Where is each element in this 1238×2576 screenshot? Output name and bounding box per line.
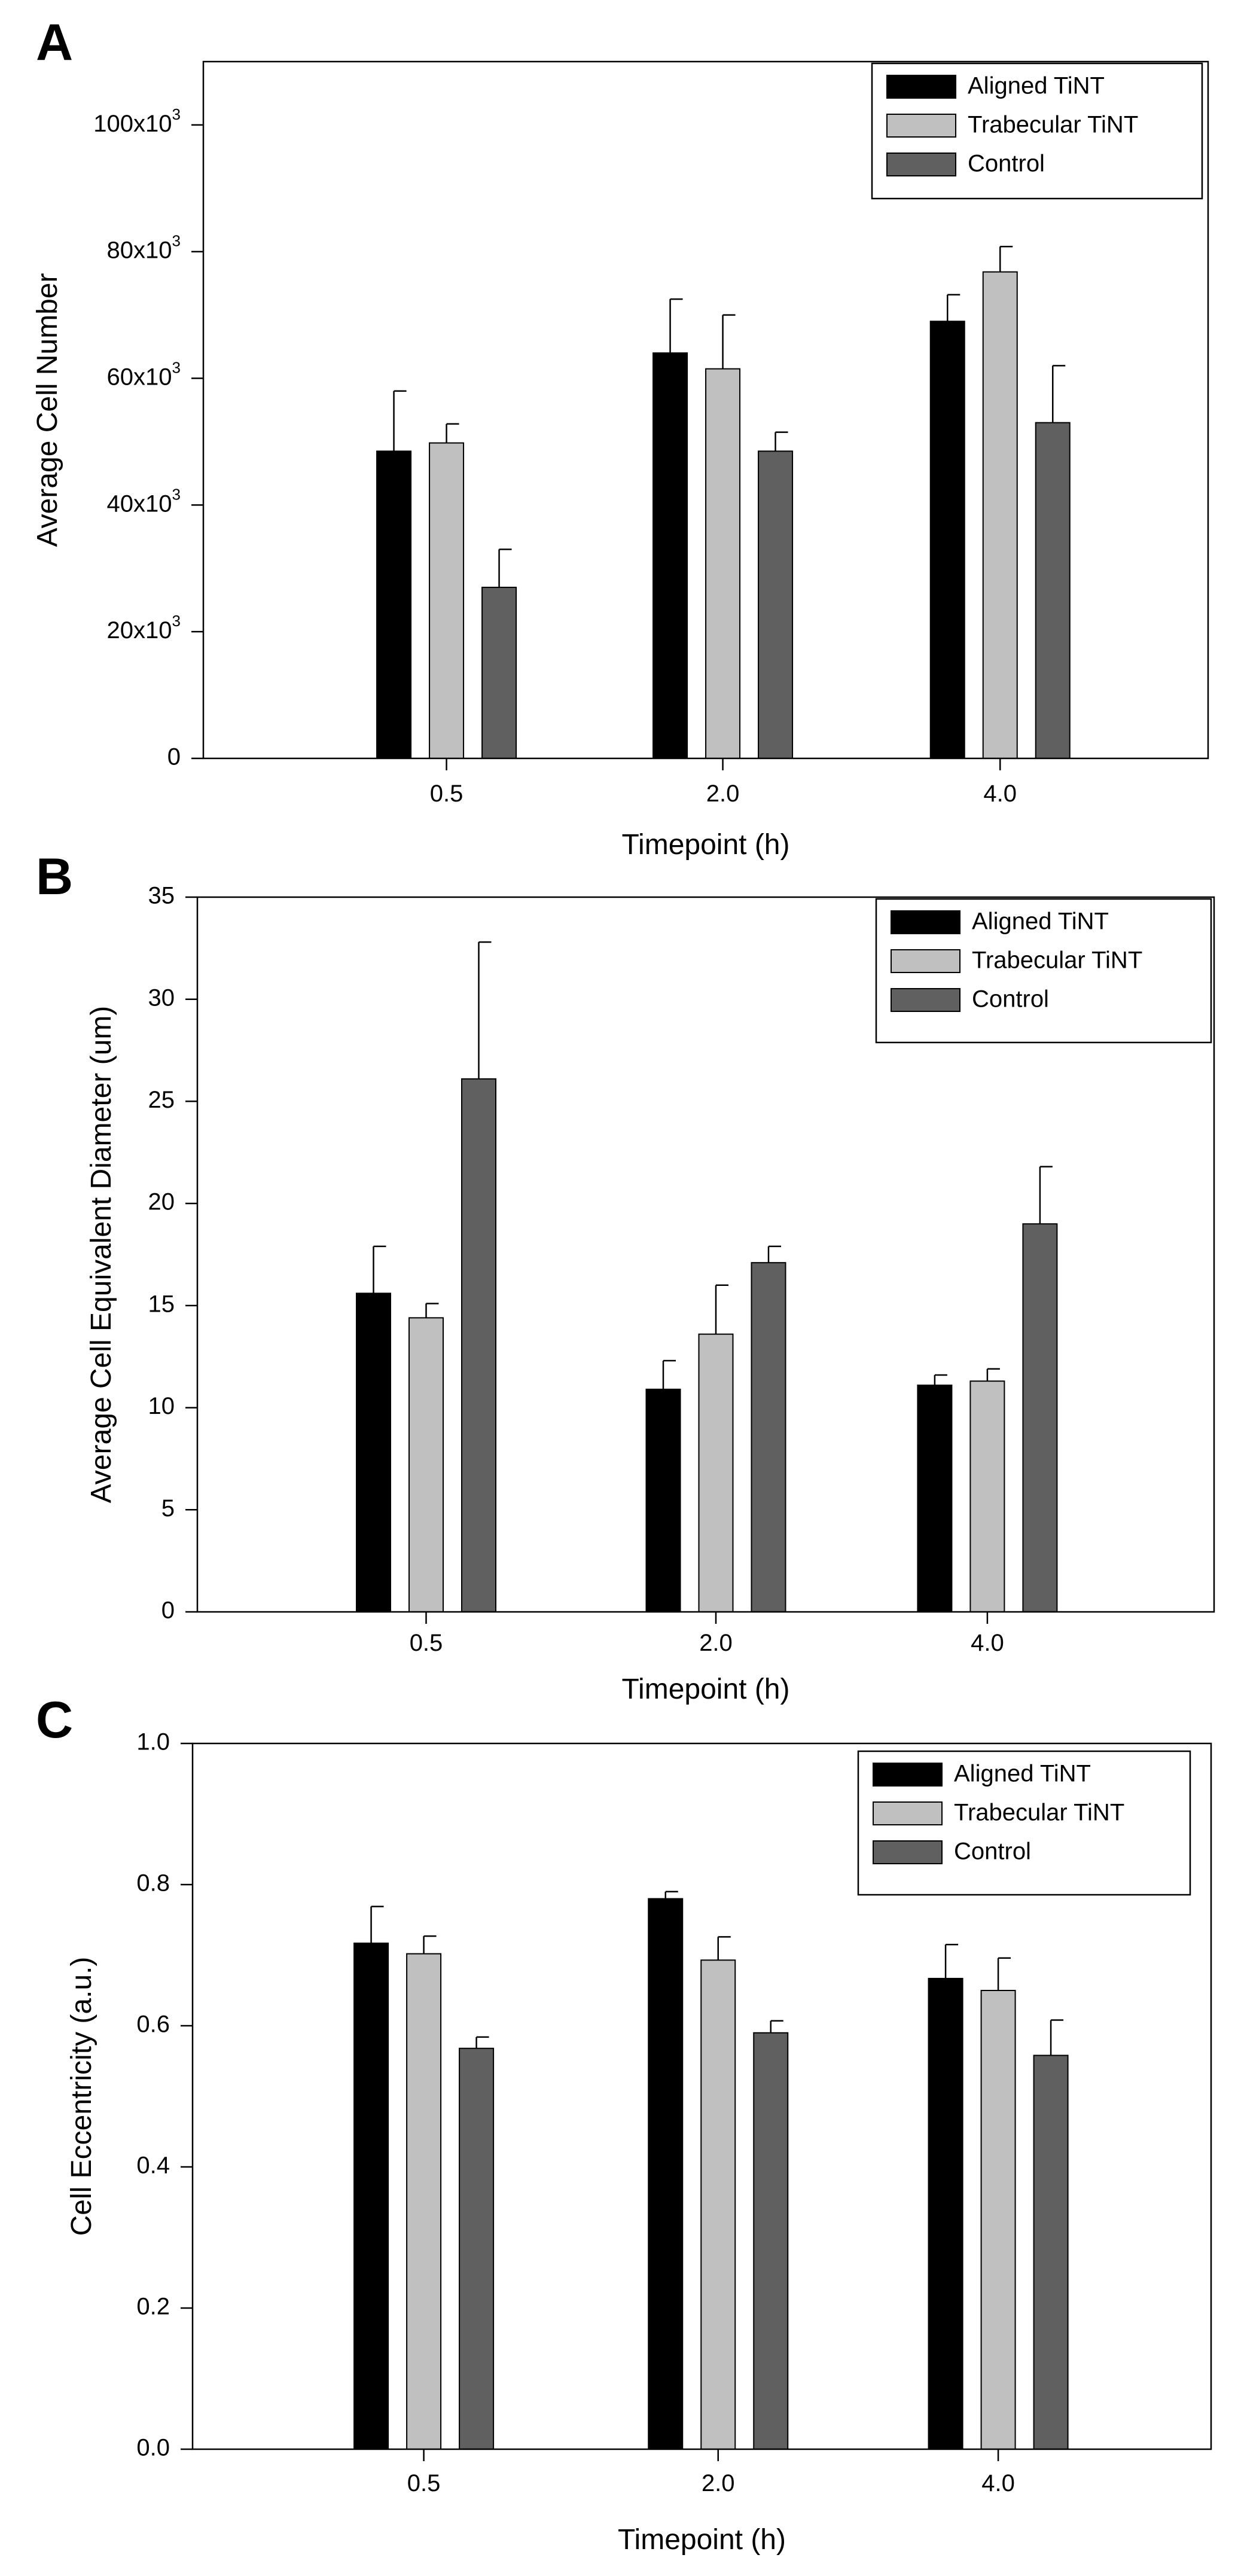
x-tick-label: 0.5 bbox=[407, 2470, 441, 2496]
legend-label: Trabecular TiNT bbox=[968, 112, 1138, 138]
y-axis-title: Average Cell Number bbox=[32, 273, 63, 547]
bar bbox=[753, 2032, 789, 2450]
panel-letter: C bbox=[36, 1691, 73, 1749]
legend-label: Aligned TiNT bbox=[972, 909, 1109, 935]
y-tick-label: 40x103 bbox=[107, 485, 181, 517]
y-tick-label: 0 bbox=[167, 744, 181, 770]
legend: Aligned TiNT Trabecular TiNT Control bbox=[875, 898, 1212, 1044]
x-tick-label: 2.0 bbox=[702, 2470, 735, 2496]
y-tick-label: 60x103 bbox=[107, 358, 181, 390]
x-axis-title: Timepoint (h) bbox=[622, 829, 790, 861]
x-axis-title: Timepoint (h) bbox=[622, 1673, 790, 1705]
x-tick-label: 0.5 bbox=[430, 781, 464, 807]
x-tick-label: 0.5 bbox=[410, 1630, 443, 1656]
x-tick-label: 4.0 bbox=[971, 1630, 1004, 1656]
legend-label: Aligned TiNT bbox=[968, 73, 1105, 99]
legend-label: Control bbox=[972, 986, 1049, 1013]
legend-swatch bbox=[886, 114, 956, 138]
y-tick-label: 100x103 bbox=[93, 105, 181, 137]
bar bbox=[700, 1959, 736, 2450]
plot-frame bbox=[202, 60, 1209, 760]
y-tick-label: 0 bbox=[161, 1598, 175, 1624]
bar bbox=[376, 450, 412, 759]
bar bbox=[928, 1977, 963, 2450]
bar bbox=[980, 1990, 1016, 2450]
bar bbox=[1022, 1223, 1058, 1613]
y-tick-label: 0.6 bbox=[136, 2011, 170, 2038]
x-tick-label: 4.0 bbox=[983, 781, 1017, 807]
y-tick-label: 20 bbox=[148, 1189, 175, 1215]
bar bbox=[1035, 422, 1071, 759]
y-tick-label: 0.0 bbox=[136, 2435, 170, 2461]
legend-label: Trabecular TiNT bbox=[954, 1800, 1124, 1826]
y-tick-label: 0.8 bbox=[136, 1870, 170, 1897]
bar bbox=[1033, 2054, 1069, 2450]
y-tick-label: 35 bbox=[148, 883, 175, 909]
x-tick-label: 2.0 bbox=[706, 781, 740, 807]
bar bbox=[461, 1078, 496, 1613]
legend-label: Control bbox=[968, 151, 1045, 177]
bar bbox=[353, 1942, 389, 2450]
bar bbox=[758, 450, 794, 759]
x-tick-label: 2.0 bbox=[699, 1630, 733, 1656]
y-tick-label: 5 bbox=[161, 1495, 175, 1522]
legend-swatch bbox=[891, 949, 960, 973]
bar bbox=[929, 321, 965, 759]
bar bbox=[481, 587, 517, 760]
bar bbox=[969, 1380, 1005, 1613]
bar bbox=[705, 368, 741, 759]
panel-a: A 0 20x103 40x103 60x103 80x103 100x103 0.5 2.0 4… bbox=[32, 14, 1209, 861]
bar bbox=[917, 1385, 953, 1613]
y-tick-label: 80x103 bbox=[107, 232, 181, 264]
panel-letter: A bbox=[36, 14, 73, 71]
legend-swatch bbox=[886, 75, 956, 99]
legend-label: Trabecular TiNT bbox=[972, 947, 1142, 974]
y-tick-label: 20x103 bbox=[107, 612, 181, 644]
bar bbox=[652, 352, 688, 759]
legend-swatch bbox=[873, 1763, 943, 1787]
legend-swatch bbox=[873, 1801, 943, 1825]
bar bbox=[356, 1292, 391, 1612]
y-tick-label: 1.0 bbox=[136, 1729, 170, 1755]
y-axis-title: Cell Eccentricity (a.u.) bbox=[66, 1957, 97, 2236]
bar bbox=[645, 1388, 681, 1612]
y-tick-label: 30 bbox=[148, 984, 175, 1011]
y-tick-label: 25 bbox=[148, 1087, 175, 1113]
y-tick-label: 15 bbox=[148, 1291, 175, 1317]
y-tick-label: 10 bbox=[148, 1393, 175, 1419]
x-axis-title: Timepoint (h) bbox=[618, 2524, 786, 2556]
legend-label: Aligned TiNT bbox=[954, 1761, 1091, 1787]
panel-letter: B bbox=[36, 848, 73, 906]
bar bbox=[408, 1317, 444, 1612]
bar bbox=[648, 1898, 684, 2450]
plot-frame bbox=[196, 896, 1215, 1613]
y-tick-label: 0.2 bbox=[136, 2294, 170, 2320]
legend-swatch bbox=[891, 988, 960, 1012]
legend-label: Control bbox=[954, 1839, 1031, 1865]
bar bbox=[429, 442, 465, 759]
legend: Aligned TiNT Trabecular TiNT Control bbox=[871, 62, 1203, 200]
legend-swatch bbox=[891, 910, 960, 934]
panel-b: B 0 5 10 15 20 25 30 35 0.5 2.0 4.0 Timepoint (h) Ave… bbox=[36, 848, 1215, 1705]
bar bbox=[982, 271, 1018, 760]
legend-swatch bbox=[873, 1840, 943, 1864]
bar bbox=[751, 1262, 786, 1613]
bar bbox=[459, 2047, 495, 2450]
legend-swatch bbox=[886, 153, 956, 176]
y-axis-title: Average Cell Equivalent Diameter (um) bbox=[86, 1006, 117, 1503]
bar bbox=[698, 1333, 734, 1613]
x-tick-label: 4.0 bbox=[981, 2470, 1015, 2496]
panel-c: C 0.0 0.2 0.4 0.6 0.8 1.0 0.5 2.0 4.0 Timepoint (h… bbox=[36, 1691, 1212, 2556]
bar bbox=[406, 1953, 442, 2450]
legend: Aligned TiNT Trabecular TiNT Control bbox=[857, 1750, 1191, 1896]
plot-frame bbox=[191, 1742, 1212, 2450]
y-tick-label: 0.4 bbox=[136, 2153, 170, 2179]
